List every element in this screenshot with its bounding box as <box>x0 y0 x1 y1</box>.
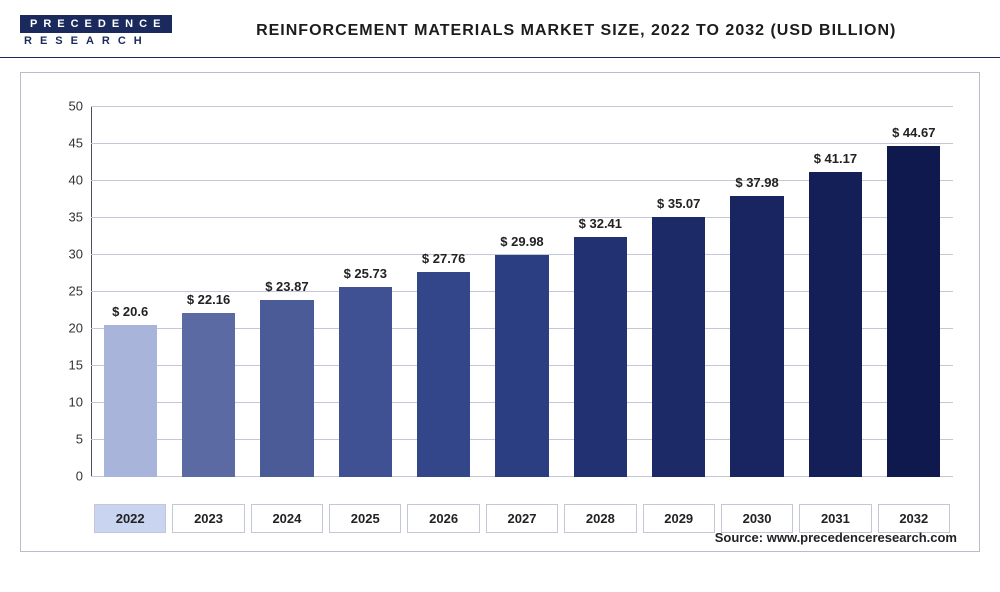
bar-value-label: $ 27.76 <box>422 251 465 266</box>
logo: PRECEDENCE RESEARCH <box>20 15 172 47</box>
bar-value-label: $ 41.17 <box>814 151 857 166</box>
x-category-label: 2026 <box>407 504 479 533</box>
bar-slot: $ 23.87 <box>248 107 326 477</box>
bar-slot: $ 29.98 <box>483 107 561 477</box>
bar-value-label: $ 22.16 <box>187 292 230 307</box>
bar-value-label: $ 29.98 <box>500 234 543 249</box>
bar-value-label: $ 44.67 <box>892 125 935 140</box>
bar-slot: $ 22.16 <box>169 107 247 477</box>
bar-value-label: $ 37.98 <box>735 175 778 190</box>
x-category-label: 2032 <box>878 504 950 533</box>
y-tick-label: 20 <box>69 321 83 336</box>
x-category-label: 2025 <box>329 504 401 533</box>
x-axis: 2022202320242025202620272028202920302031… <box>91 504 953 533</box>
x-category-label: 2030 <box>721 504 793 533</box>
logo-line2: RESEARCH <box>20 35 150 47</box>
x-category-label: 2031 <box>799 504 871 533</box>
y-tick-label: 30 <box>69 247 83 262</box>
y-tick-label: 0 <box>76 469 83 484</box>
bar-value-label: $ 20.6 <box>112 304 148 319</box>
bar-value-label: $ 32.41 <box>579 216 622 231</box>
bar: $ 37.98 <box>730 196 783 477</box>
x-category: 2026 <box>407 504 479 533</box>
bar-slot: $ 37.98 <box>718 107 796 477</box>
bar-slot: $ 27.76 <box>404 107 482 477</box>
x-category-label: 2023 <box>172 504 244 533</box>
y-tick-label: 45 <box>69 136 83 151</box>
y-tick-label: 5 <box>76 432 83 447</box>
bar-value-label: $ 35.07 <box>657 196 700 211</box>
x-category: 2030 <box>721 504 793 533</box>
header: PRECEDENCE RESEARCH REINFORCEMENT MATERI… <box>0 0 1000 58</box>
source-text: Source: www.precedenceresearch.com <box>715 530 957 545</box>
y-tick-label: 10 <box>69 395 83 410</box>
bar: $ 44.67 <box>887 146 940 477</box>
x-category: 2022 <box>94 504 166 533</box>
bar: $ 35.07 <box>652 217 705 477</box>
x-category: 2029 <box>643 504 715 533</box>
title-wrap: REINFORCEMENT MATERIALS MARKET SIZE, 202… <box>172 22 980 40</box>
bar: $ 29.98 <box>495 255 548 477</box>
bar: $ 22.16 <box>182 313 235 477</box>
x-category: 2025 <box>329 504 401 533</box>
y-tick-label: 40 <box>69 173 83 188</box>
bar-value-label: $ 25.73 <box>344 266 387 281</box>
x-category-label: 2028 <box>564 504 636 533</box>
bar-slot: $ 32.41 <box>561 107 639 477</box>
bar: $ 25.73 <box>339 287 392 477</box>
bar: $ 20.6 <box>104 325 157 477</box>
chart-frame: 05101520253035404550 $ 20.6$ 22.16$ 23.8… <box>20 72 980 552</box>
chart-title: REINFORCEMENT MATERIALS MARKET SIZE, 202… <box>256 22 896 40</box>
bar-value-label: $ 23.87 <box>265 279 308 294</box>
x-category: 2028 <box>564 504 636 533</box>
bar-slot: $ 20.6 <box>91 107 169 477</box>
x-category: 2027 <box>486 504 558 533</box>
x-category-label: 2022 <box>94 504 166 533</box>
y-tick-label: 50 <box>69 99 83 114</box>
bar-slot: $ 25.73 <box>326 107 404 477</box>
x-category: 2023 <box>172 504 244 533</box>
bar-slot: $ 44.67 <box>875 107 953 477</box>
bar: $ 41.17 <box>809 172 862 477</box>
x-category: 2032 <box>878 504 950 533</box>
x-category: 2031 <box>799 504 871 533</box>
bar: $ 27.76 <box>417 272 470 477</box>
bars: $ 20.6 $ 22.16 $ 23.87 $ 25.73 $ 27.76 $ 29.9… <box>91 107 953 477</box>
bar: $ 32.41 <box>574 237 627 477</box>
x-category-label: 2024 <box>251 504 323 533</box>
bar-slot: $ 35.07 <box>640 107 718 477</box>
bar: $ 23.87 <box>260 300 313 477</box>
y-tick-label: 35 <box>69 210 83 225</box>
x-category-label: 2027 <box>486 504 558 533</box>
logo-line1: PRECEDENCE <box>20 15 172 33</box>
y-tick-label: 15 <box>69 358 83 373</box>
y-tick-label: 25 <box>69 284 83 299</box>
plot-area: 05101520253035404550 $ 20.6$ 22.16$ 23.8… <box>91 107 953 477</box>
x-category-label: 2029 <box>643 504 715 533</box>
bar-slot: $ 41.17 <box>796 107 874 477</box>
x-category: 2024 <box>251 504 323 533</box>
